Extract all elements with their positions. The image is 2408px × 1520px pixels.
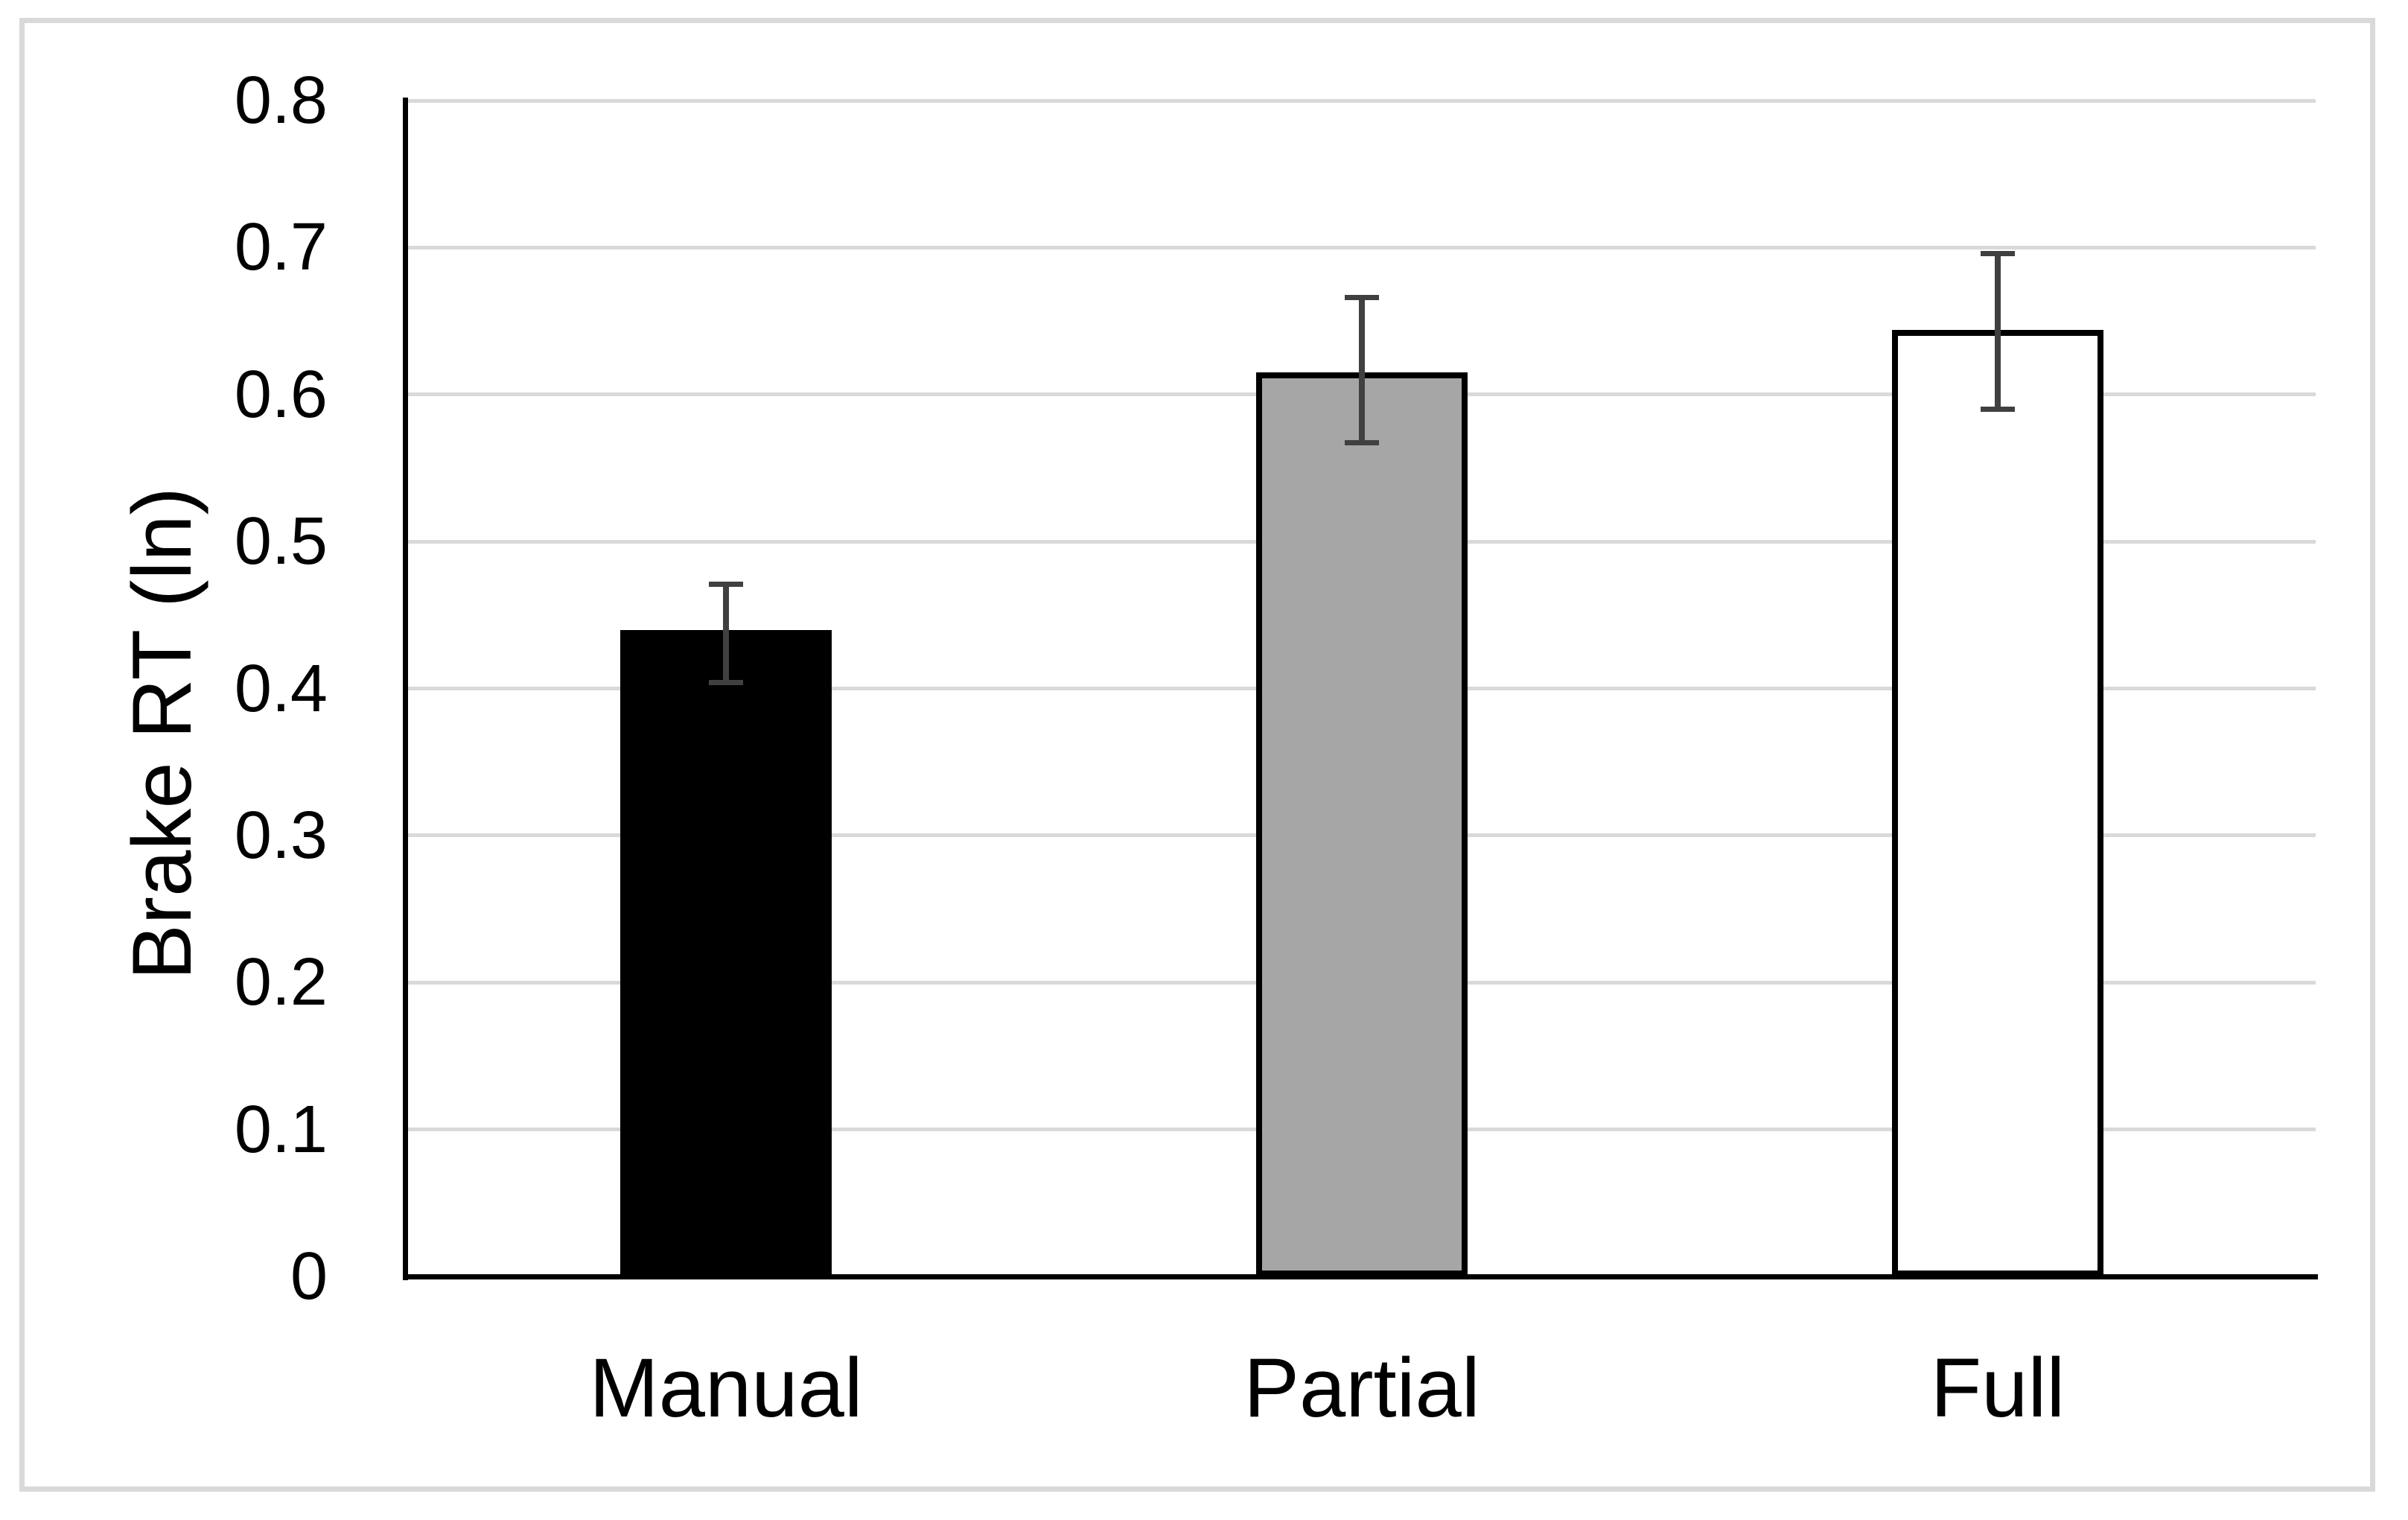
y-tick-label: 0 bbox=[290, 1239, 328, 1314]
bar-manual bbox=[620, 629, 832, 1276]
x-axis-line bbox=[403, 1273, 2318, 1279]
y-tick-label: 0.6 bbox=[234, 357, 328, 432]
error-bar-cap-bottom bbox=[1981, 406, 2015, 412]
bar-full bbox=[1892, 329, 2103, 1276]
error-bar-cap-bottom bbox=[1345, 440, 1379, 446]
gridline bbox=[408, 98, 2316, 103]
y-tick-label: 0.8 bbox=[234, 63, 328, 138]
error-bar-manual bbox=[723, 584, 729, 683]
y-tick-label: 0.7 bbox=[234, 210, 328, 285]
error-bar-full bbox=[1995, 253, 2001, 410]
y-tick-label: 0.4 bbox=[234, 651, 328, 726]
gridline bbox=[408, 245, 2316, 249]
y-tick-label: 0.2 bbox=[234, 945, 328, 1020]
y-tick-label: 0.5 bbox=[234, 504, 328, 579]
error-bar-cap-bottom bbox=[709, 680, 743, 686]
bar-partial bbox=[1256, 372, 1468, 1276]
x-category-label: Full bbox=[1930, 1341, 2065, 1434]
y-axis-line bbox=[403, 98, 408, 1280]
y-tick-label: 0.3 bbox=[234, 798, 328, 873]
x-category-label: Manual bbox=[589, 1341, 863, 1434]
error-bar-cap-top bbox=[1981, 250, 2015, 256]
y-tick-label: 0.1 bbox=[234, 1092, 328, 1167]
error-bar-partial bbox=[1359, 297, 1365, 443]
error-bar-cap-top bbox=[1345, 294, 1379, 300]
x-category-label: Partial bbox=[1243, 1341, 1480, 1434]
error-bar-cap-top bbox=[709, 581, 743, 587]
